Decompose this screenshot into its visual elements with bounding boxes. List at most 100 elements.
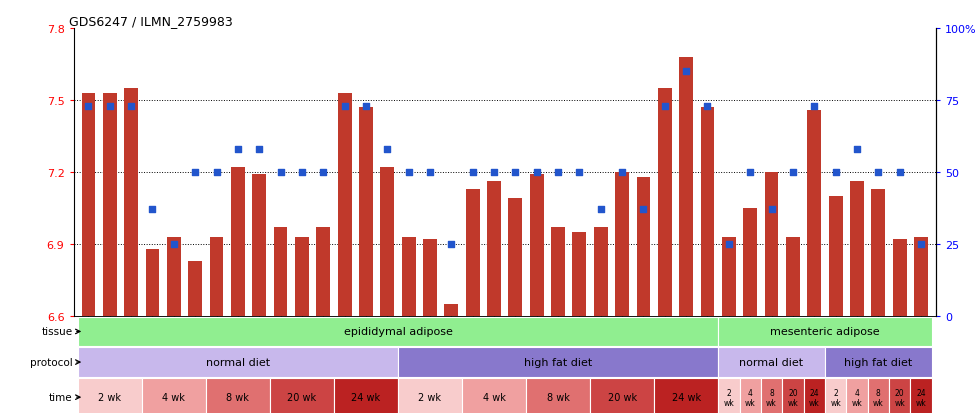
Text: high fat diet: high fat diet xyxy=(844,357,912,367)
Bar xyxy=(722,237,736,316)
Bar xyxy=(889,378,910,413)
Bar xyxy=(273,228,287,316)
Point xyxy=(807,103,822,110)
Bar xyxy=(167,237,180,316)
Point xyxy=(742,169,758,176)
Bar xyxy=(270,378,334,413)
Text: 8
wk: 8 wk xyxy=(766,388,777,406)
Bar xyxy=(847,378,867,413)
Bar xyxy=(701,108,714,316)
Bar xyxy=(103,93,117,316)
Bar xyxy=(740,378,760,413)
Point xyxy=(145,206,161,213)
Text: 24
wk: 24 wk xyxy=(915,388,926,406)
Point xyxy=(316,169,331,176)
Text: 24 wk: 24 wk xyxy=(671,392,701,402)
Text: tissue: tissue xyxy=(41,327,73,337)
Point xyxy=(102,103,118,110)
Bar xyxy=(760,378,782,413)
Text: epididymal adipose: epididymal adipose xyxy=(344,327,453,337)
Point xyxy=(187,169,203,176)
Point xyxy=(422,169,438,176)
Bar xyxy=(658,89,671,316)
Bar xyxy=(77,378,142,413)
Bar xyxy=(914,237,928,316)
Bar xyxy=(398,347,718,377)
Bar xyxy=(590,378,654,413)
Point xyxy=(614,169,630,176)
Point xyxy=(700,103,715,110)
Bar xyxy=(825,378,847,413)
Text: 8 wk: 8 wk xyxy=(226,392,249,402)
Bar xyxy=(782,378,804,413)
Point xyxy=(870,169,886,176)
Point xyxy=(785,169,801,176)
Point xyxy=(358,103,373,110)
Text: 20
wk: 20 wk xyxy=(788,388,799,406)
Text: mesenteric adipose: mesenteric adipose xyxy=(770,327,880,337)
Point xyxy=(828,169,844,176)
Point xyxy=(486,169,502,176)
Bar xyxy=(829,196,843,316)
Point xyxy=(272,169,288,176)
Point xyxy=(550,169,565,176)
Bar xyxy=(188,261,202,316)
Bar xyxy=(743,208,758,316)
Bar xyxy=(142,378,206,413)
Point xyxy=(337,103,353,110)
Point xyxy=(678,69,694,75)
Text: 8
wk: 8 wk xyxy=(873,388,884,406)
Text: 4 wk: 4 wk xyxy=(482,392,506,402)
Text: time: time xyxy=(49,392,73,402)
Text: 20 wk: 20 wk xyxy=(608,392,637,402)
Bar xyxy=(317,228,330,316)
Point xyxy=(529,169,545,176)
Point xyxy=(444,241,460,247)
Bar xyxy=(466,189,479,316)
Bar xyxy=(423,240,437,316)
Point xyxy=(123,103,139,110)
Point xyxy=(593,206,609,213)
Bar xyxy=(867,378,889,413)
Point xyxy=(849,146,864,153)
Bar xyxy=(825,347,932,377)
Bar xyxy=(718,378,740,413)
Bar xyxy=(679,57,693,316)
Bar xyxy=(764,172,778,316)
Point xyxy=(636,206,652,213)
Text: GDS6247 / ILMN_2759983: GDS6247 / ILMN_2759983 xyxy=(70,15,233,28)
Bar xyxy=(654,378,718,413)
Bar xyxy=(462,378,526,413)
Bar xyxy=(594,228,608,316)
Point xyxy=(401,169,416,176)
Bar xyxy=(910,378,932,413)
Point xyxy=(465,169,480,176)
Bar xyxy=(718,347,825,377)
Bar xyxy=(718,317,932,347)
Text: 4
wk: 4 wk xyxy=(852,388,862,406)
Bar xyxy=(402,237,416,316)
Text: high fat diet: high fat diet xyxy=(524,357,592,367)
Text: 20
wk: 20 wk xyxy=(894,388,905,406)
Point xyxy=(209,169,224,176)
Text: 2 wk: 2 wk xyxy=(418,392,441,402)
Bar xyxy=(231,168,245,316)
Bar xyxy=(359,108,372,316)
Point xyxy=(913,241,929,247)
Bar xyxy=(509,199,522,316)
Point xyxy=(252,146,268,153)
Text: 8 wk: 8 wk xyxy=(547,392,569,402)
Text: 2 wk: 2 wk xyxy=(98,392,122,402)
Text: 24 wk: 24 wk xyxy=(352,392,380,402)
Bar xyxy=(206,378,270,413)
Bar xyxy=(77,317,718,347)
Bar xyxy=(572,232,586,316)
Bar xyxy=(871,189,885,316)
Text: 4 wk: 4 wk xyxy=(163,392,185,402)
Bar xyxy=(637,177,651,316)
Bar xyxy=(850,182,863,316)
Bar xyxy=(804,378,825,413)
Bar xyxy=(786,237,800,316)
Bar xyxy=(530,175,544,316)
Bar xyxy=(380,168,394,316)
